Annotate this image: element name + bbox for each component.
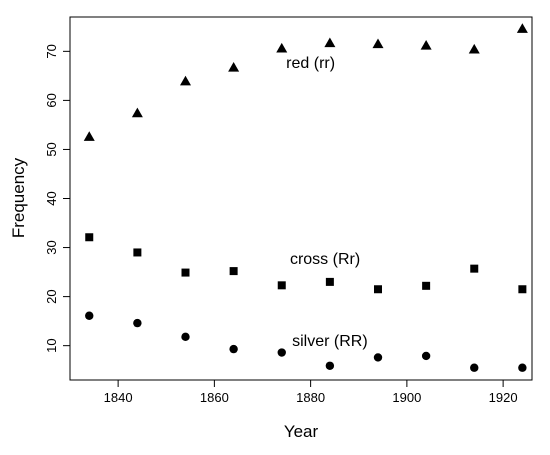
circle-point: [181, 332, 190, 342]
x-tick-label: 1860: [200, 390, 229, 405]
triangle-point: [228, 62, 240, 72]
circle-point: [325, 361, 335, 370]
square-point: [422, 281, 431, 290]
circle-point: [373, 353, 383, 362]
triangle-point: [276, 42, 288, 53]
circle-point: [518, 363, 527, 372]
y-axis: 10 20 30 40 50 60 70: [44, 44, 70, 353]
square-point: [518, 285, 527, 294]
triangle-point: [516, 23, 528, 33]
x-tick-label: 1900: [392, 390, 421, 405]
y-tick-label: 10: [44, 338, 59, 352]
x-tick-label: 1880: [296, 390, 325, 405]
triangle-point: [468, 43, 480, 54]
x-tick-label: 1840: [104, 390, 133, 405]
triangle-point: [420, 39, 432, 50]
square-point: [470, 264, 479, 273]
y-axis-title: Frequency: [9, 157, 28, 238]
y-tick-label: 50: [44, 142, 59, 156]
circle-point: [229, 344, 238, 354]
square-point: [85, 233, 94, 242]
circle-point: [470, 363, 479, 372]
series-annotation: red (rr): [286, 55, 335, 72]
square-point: [277, 281, 286, 290]
data-points: [83, 23, 528, 372]
series-annotation: silver (RR): [292, 333, 368, 350]
square-point: [181, 268, 190, 277]
triangle-point: [83, 131, 95, 141]
y-tick-label: 60: [44, 93, 59, 107]
y-tick-label: 70: [44, 44, 59, 58]
y-tick-label: 40: [44, 191, 59, 205]
circle-point: [277, 348, 286, 357]
y-tick-label: 20: [44, 289, 59, 303]
series-annotation: cross (Rr): [290, 251, 360, 268]
triangle-point: [180, 75, 191, 86]
square-point: [374, 285, 382, 294]
square-point: [229, 267, 238, 276]
square-point: [133, 248, 142, 257]
square-point: [325, 277, 334, 286]
circle-point: [85, 311, 94, 320]
y-tick-label: 30: [44, 240, 59, 254]
series-annotations: red (rr) cross (Rr) silver (RR): [286, 55, 367, 350]
triangle-point: [372, 38, 384, 49]
triangle-point: [131, 107, 143, 118]
x-axis-title: Year: [284, 422, 319, 441]
x-tick-label: 1920: [489, 390, 518, 405]
circle-point: [133, 318, 142, 328]
circle-point: [421, 351, 431, 361]
x-axis: 1840 1860 1880 1900 1920: [104, 380, 518, 405]
triangle-point: [324, 37, 336, 48]
